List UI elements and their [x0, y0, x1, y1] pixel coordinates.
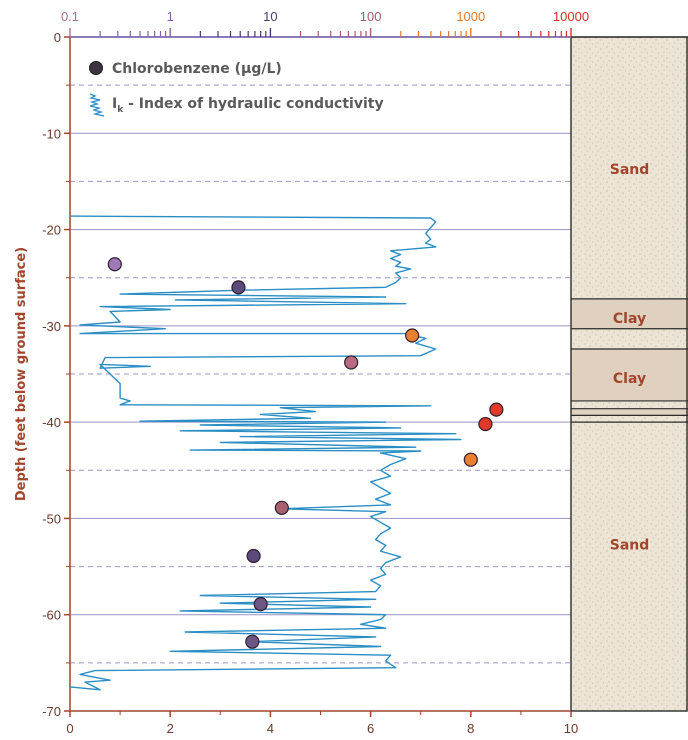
stratigraphic-column: Sand Clay Clay Sand: [570, 36, 688, 712]
chlorobenzene-point: [478, 416, 493, 432]
column-frame: [570, 36, 688, 712]
clay-layer: [571, 298, 688, 329]
y-tick-label: 0: [54, 30, 61, 45]
y-tick-label: -10: [42, 126, 61, 141]
sand-layer: [571, 37, 688, 299]
chlorobenzene-point: [245, 634, 260, 649]
chlorobenzene-point: [489, 402, 504, 417]
sand-layer: [571, 328, 688, 349]
layer-label: Sand: [610, 537, 650, 553]
clay-layer: [571, 408, 688, 416]
top-tick-label: 10: [263, 9, 277, 24]
y-tick-label: -70: [42, 704, 61, 719]
chlorobenzene-point: [274, 500, 289, 515]
layer-label: Sand: [610, 162, 650, 178]
top-tick-label: 10000: [553, 9, 589, 24]
y-tick-label: -30: [42, 319, 61, 334]
sand-layer: [571, 422, 688, 711]
y-axis-title: Depth (feet below ground surface): [14, 247, 29, 501]
chlorobenzene-point: [107, 257, 122, 272]
legend-ik-swatch: [89, 93, 105, 117]
legend-ik-label: Ik - Index of hydraulic conductivity: [112, 96, 384, 115]
x-tick-label: 6: [367, 721, 374, 736]
top-tick-label: 0.1: [61, 9, 79, 24]
chlorobenzene-point: [231, 280, 246, 295]
sand-layer: [571, 400, 688, 409]
chlorobenzene-point: [246, 548, 261, 564]
chlorobenzene-point: [253, 597, 268, 612]
x-tick-label: 10: [564, 721, 578, 736]
layer-label: Clay: [613, 311, 646, 327]
chlorobenzene-point: [405, 328, 420, 343]
ik-trace: [69, 215, 462, 691]
clay-layer: [571, 348, 688, 401]
chlorobenzene-point: [344, 355, 359, 370]
sand-layer: [571, 415, 688, 423]
chlorobenzene-point: [463, 452, 478, 467]
y-tick-label: -20: [42, 223, 61, 238]
axes: 0 -10 -20 -30 -40 -50 -60 -70 0 2 4 6 8 10 0.1 1 10 100 10…: [42, 9, 589, 736]
chlorobenzene-series: [107, 257, 504, 649]
top-tick-label: 1000: [456, 9, 485, 24]
x-tick-label: 2: [167, 721, 174, 736]
x-tick-label: 4: [267, 721, 274, 736]
x-tick-label: 8: [467, 721, 474, 736]
legend: Chlorobenzene (µg/L) Ik - Index of hydrau…: [89, 61, 384, 117]
top-tick-label: 1: [167, 9, 174, 24]
y-tick-label: -60: [42, 608, 61, 623]
grid-lines: [70, 84, 571, 664]
y-tick-label: -40: [42, 415, 61, 430]
legend-chlorobenzene-marker: [89, 61, 103, 75]
top-tick-label: 100: [360, 9, 382, 24]
ik-series: [69, 215, 462, 691]
y-tick-label: -50: [42, 511, 61, 526]
layer-label: Clay: [613, 371, 646, 387]
x-tick-label: 0: [66, 721, 73, 736]
legend-chlorobenzene-label: Chlorobenzene (µg/L): [112, 61, 282, 77]
